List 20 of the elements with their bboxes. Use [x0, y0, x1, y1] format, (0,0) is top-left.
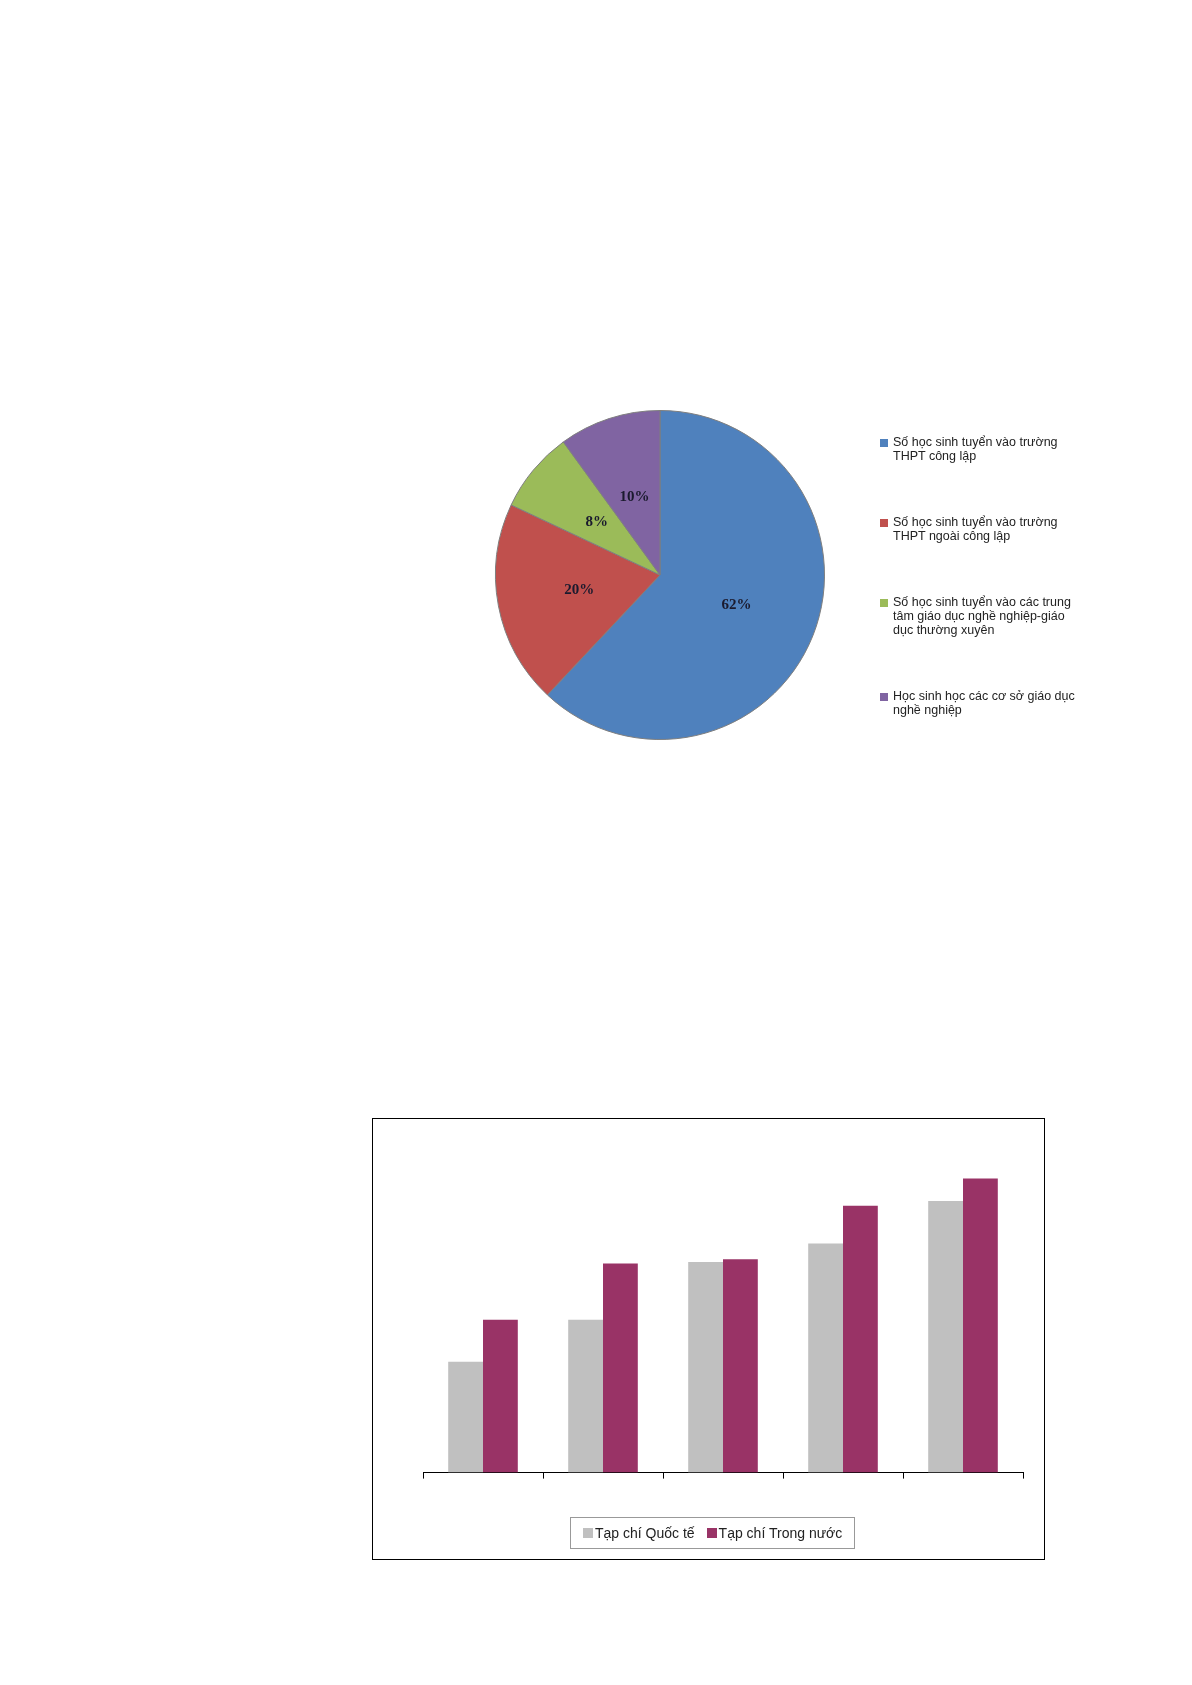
bar [808, 1243, 843, 1473]
legend-label: Số học sinh tuyển vào các trung tâm giáo dục nghề nghiệp-giáo dục thường xuyên [893, 595, 1072, 637]
data-label: 10% [619, 487, 650, 504]
bar [843, 1205, 878, 1473]
data-label: 20% [564, 581, 595, 598]
legend-label: Tạp chí Trong nước [718, 1525, 843, 1541]
bar [448, 1361, 483, 1473]
bar [928, 1201, 963, 1473]
bar [688, 1261, 723, 1473]
data-label: 62% [721, 596, 752, 613]
legend-label: Tạp chí Quốc tế [595, 1525, 695, 1541]
data-label: 8% [585, 513, 608, 530]
legend-label: Học sinh học các cơ sở giáo dục nghề nghiệp [893, 689, 1076, 717]
bar [963, 1178, 998, 1473]
bar [483, 1319, 518, 1473]
legend-label: Số học sinh tuyển vào trường THPT công lập [893, 435, 1059, 463]
bar [723, 1259, 758, 1473]
bar [568, 1319, 603, 1473]
legend-label: Số học sinh tuyển vào trường THPT ngoài công lập [893, 515, 1059, 543]
bar [603, 1263, 638, 1473]
